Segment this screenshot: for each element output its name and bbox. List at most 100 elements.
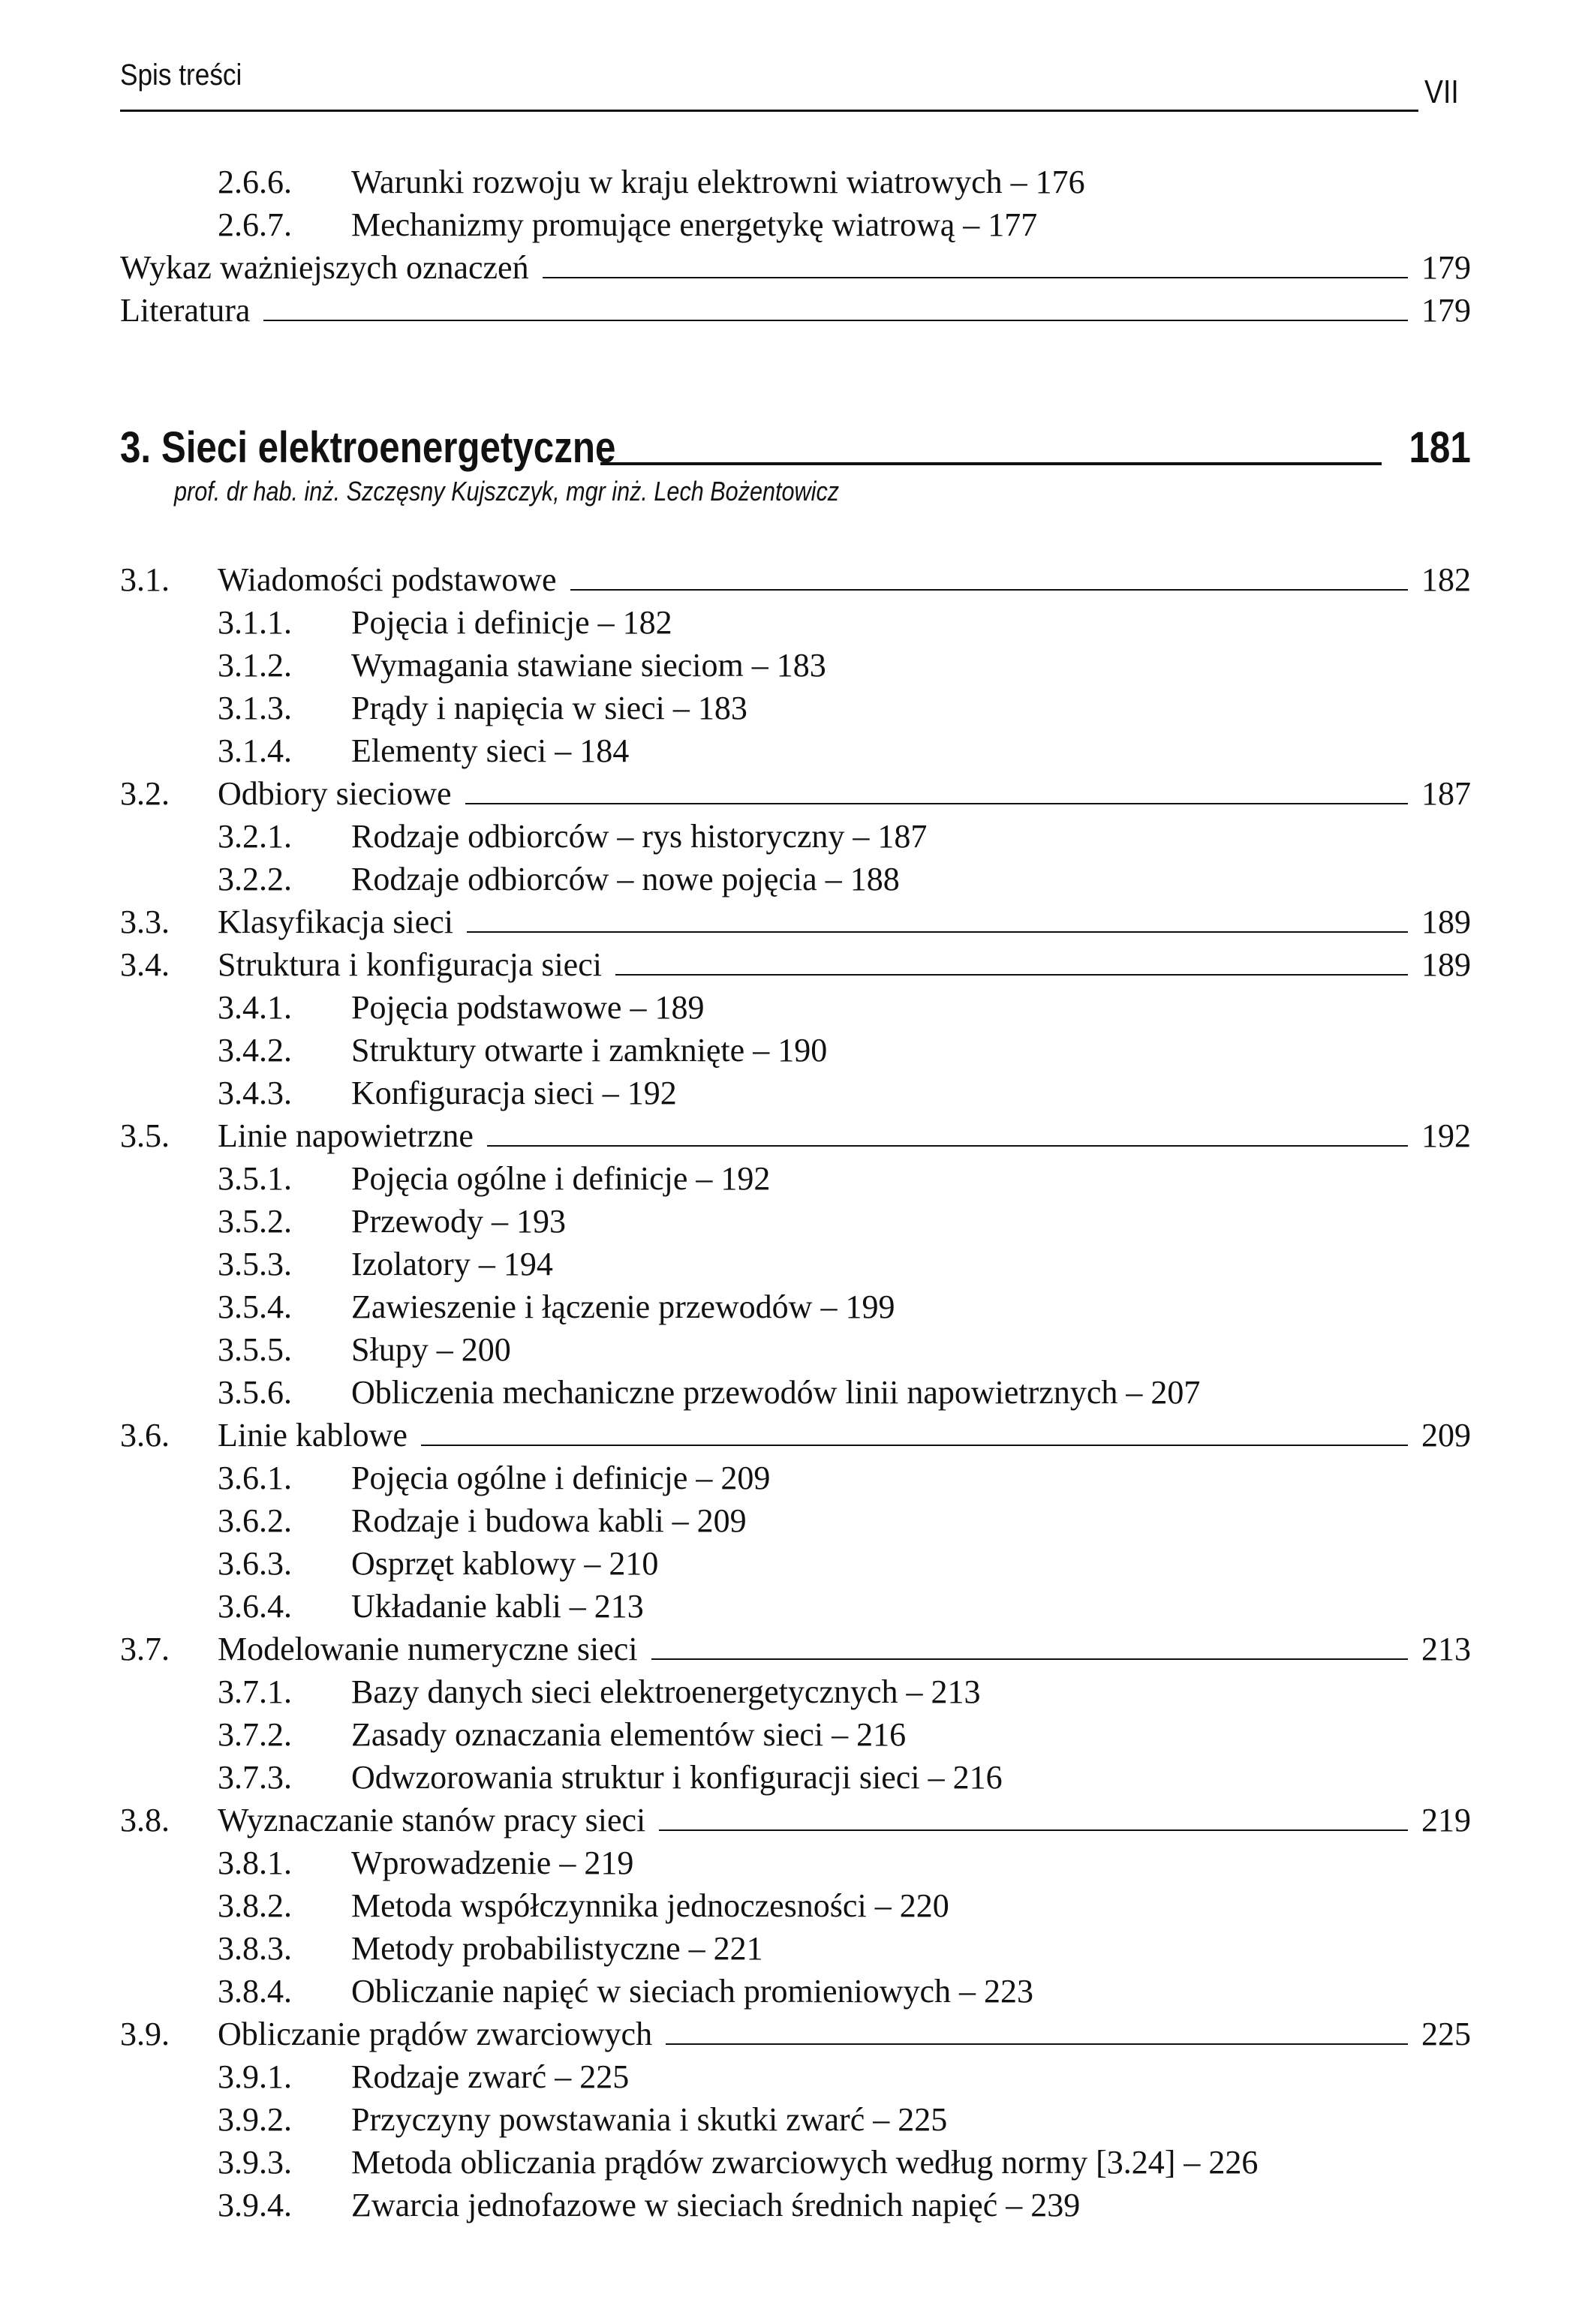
entry-separator: – [621, 989, 655, 1026]
entry-title: Pojęcia i definicje [351, 604, 590, 641]
entry-number: 3.8.1. [218, 1844, 292, 1881]
entry-number: 3.5. [120, 1117, 170, 1154]
entry-number: 3.5.2. [218, 1203, 292, 1240]
entry-separator: – [561, 1588, 594, 1625]
entry-title: Słupy [351, 1331, 429, 1368]
entry-title: Linie napowietrzne [218, 1117, 474, 1154]
entry-page: 209 [1421, 1417, 1471, 1454]
entry-page: 177 [988, 206, 1038, 243]
entry-number: 3.4.2. [218, 1032, 292, 1069]
entry-number: 3.6.1. [218, 1460, 292, 1496]
entry-number: 3.8.3. [218, 1930, 292, 1967]
entry-separator: – [664, 690, 698, 726]
toc-entry: 3.5.3. Izolatory – 194 [120, 1243, 1471, 1285]
toc-entry: 3.9. Obliczanie prądów zwarciowych 225 [120, 2013, 1471, 2055]
entry-separator: – [483, 1203, 516, 1240]
entry-separator: – [589, 604, 623, 641]
entry-page: 189 [1421, 903, 1471, 940]
entry-number: 3.7. [120, 1631, 170, 1667]
entry-page: 223 [984, 1973, 1034, 2010]
entry-page: 213 [931, 1673, 981, 1710]
entry-page: 207 [1150, 1374, 1201, 1411]
entry-title: Wprowadzenie [351, 1844, 552, 1881]
toc-entry: 3.5.5. Słupy – 200 [120, 1328, 1471, 1371]
toc-entry: Wykaz ważniejszych oznaczeń 179 [120, 246, 1471, 289]
entry-separator: – [951, 1973, 985, 2010]
toc-entry: 3.9.4. Zwarcia jednofazowe w sieciach śre… [120, 2184, 1471, 2226]
entry-number: 3.1.2. [218, 647, 292, 684]
entry-title: Zwarcia jednofazowe w sieciach średnich … [351, 2187, 998, 2223]
entry-page: 184 [579, 732, 630, 769]
entry-number: 3.8. [120, 1802, 170, 1838]
entry-number: 3.9.1. [218, 2058, 292, 2095]
entry-number: 3.3. [120, 903, 170, 940]
entry-separator: – [865, 2101, 898, 2138]
entry-number: 3.5.4. [218, 1288, 292, 1325]
entry-page: 225 [579, 2058, 630, 2095]
entry-title: Klasyfikacja sieci [218, 903, 453, 940]
entry-title: Przyczyny powstawania i skutki zwarć [351, 2101, 865, 2138]
entry-page: 189 [1421, 946, 1471, 983]
toc-entry: 3.4.3. Konfiguracja sieci – 192 [120, 1072, 1471, 1114]
toc-entry: 3.5.6. Obliczenia mechaniczne przewodów l… [120, 1371, 1471, 1414]
entry-page: 192 [627, 1075, 677, 1111]
entry-number: 2.6.7. [218, 206, 292, 243]
entry-title: Wykaz ważniejszych oznaczeń [120, 249, 529, 286]
entry-separator: – [1175, 2144, 1209, 2181]
toc-entry: 3.4. Struktura i konfiguracja sieci 189 [120, 943, 1471, 986]
toc-entry: 3.7.3. Odwzorowania struktur i konfigurac… [120, 1756, 1471, 1799]
entry-number: 3.5.5. [218, 1331, 292, 1368]
entry-number: 3.7.3. [218, 1759, 292, 1796]
entry-number: 2.6.6. [218, 164, 292, 200]
toc-entry: 2.6.6. Warunki rozwoju w kraju elektrowni… [120, 161, 1471, 203]
entry-number: 3.9. [120, 2016, 170, 2052]
entry-separator: – [428, 1331, 462, 1368]
entry-title: Pojęcia podstawowe [351, 989, 622, 1026]
entry-title: Literatura [120, 292, 251, 329]
entry-page: 220 [899, 1887, 949, 1924]
entry-page: 221 [713, 1930, 763, 1967]
entry-separator: – [680, 1930, 714, 1967]
leader-line [615, 974, 1408, 976]
entry-number: 3.4.1. [218, 989, 292, 1026]
entry-number: 3.2.2. [218, 861, 292, 897]
entry-page: 225 [898, 2101, 948, 2138]
toc-entry: 3.4.2. Struktury otwarte i zamknięte – 19… [120, 1029, 1471, 1072]
entry-separator: – [817, 861, 850, 897]
toc-entry: 3.7.2. Zasady oznaczania elementów sieci … [120, 1713, 1471, 1756]
entry-page: 192 [720, 1160, 771, 1197]
entry-page: 188 [850, 861, 900, 897]
entry-page: 219 [1421, 1802, 1471, 1838]
toc-entry: 3.2.1. Rodzaje odbiorców – rys historyczn… [120, 815, 1471, 858]
entry-number: 3.8.2. [218, 1887, 292, 1924]
entry-number: 3.8.4. [218, 1973, 292, 2010]
entry-title: Metoda współczynnika jednoczesności [351, 1887, 867, 1924]
entry-page: 176 [1035, 164, 1085, 200]
entry-separator: – [898, 1673, 931, 1710]
entry-page: 187 [877, 818, 928, 855]
entry-title: Prądy i napięcia w sieci [351, 690, 665, 726]
entry-page: 192 [1421, 1117, 1471, 1154]
entry-page: 182 [1421, 561, 1471, 598]
toc-entry: 3.5. Linie napowietrzne 192 [120, 1114, 1471, 1157]
entry-title: Obliczenia mechaniczne przewodów linii n… [351, 1374, 1118, 1411]
entry-number: 3.1.1. [218, 604, 292, 641]
entry-number: 3.5.6. [218, 1374, 292, 1411]
toc-entry: 3.1.3. Prądy i napięcia w sieci – 183 [120, 687, 1471, 729]
entry-page: 200 [461, 1331, 511, 1368]
entry-number: 3.7.2. [218, 1716, 292, 1753]
entry-number: 3.4. [120, 946, 170, 983]
entry-number: 3.6. [120, 1417, 170, 1454]
entry-separator: – [844, 818, 878, 855]
entry-title: Obliczanie prądów zwarciowych [218, 2016, 653, 2052]
entry-title: Linie kablowe [218, 1417, 408, 1454]
entry-title: Elementy sieci [351, 732, 547, 769]
leader-line [542, 277, 1408, 278]
entry-number: 3.7.1. [218, 1673, 292, 1710]
entry-separator: – [687, 1160, 721, 1197]
entry-page: 210 [609, 1545, 659, 1582]
entry-page: 193 [516, 1203, 566, 1240]
entry-number: 3.2.1. [218, 818, 292, 855]
entry-number: 3.4.3. [218, 1075, 292, 1111]
toc-entry: 3.8.4. Obliczanie napięć w sieciach promi… [120, 1970, 1471, 2013]
